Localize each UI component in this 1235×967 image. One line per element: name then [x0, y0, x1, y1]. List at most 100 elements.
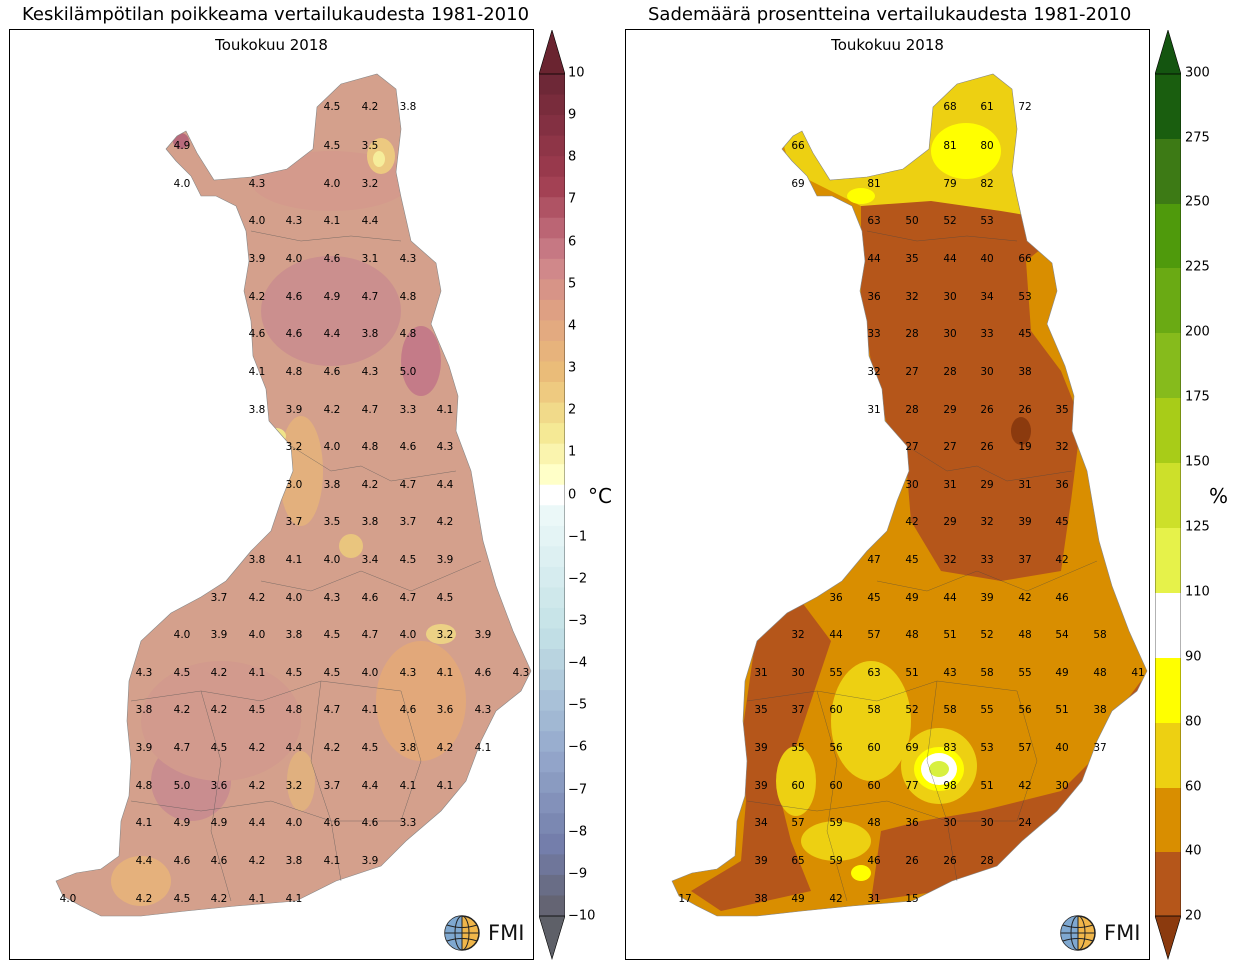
- station-value: 27: [943, 441, 957, 453]
- station-value: 4.9: [323, 291, 341, 303]
- station-value: 3.7: [210, 592, 228, 604]
- station-value: 53: [1018, 291, 1032, 303]
- colorbar-segment: [539, 649, 565, 671]
- station-value: 4.6: [474, 667, 492, 679]
- colorbar-tick-label: 1: [568, 444, 577, 460]
- station-value: 4.2: [323, 404, 341, 416]
- station-value: 49: [905, 592, 919, 604]
- colorbar-tick-label: 40: [1185, 843, 1202, 859]
- colorbar-tick-label: 7: [568, 191, 577, 207]
- colorbar-max-arrow: [1155, 30, 1181, 75]
- colorbar-segment: [1155, 268, 1181, 334]
- station-value: 4.1: [436, 667, 454, 679]
- colorbar-tick-label: 9: [568, 107, 577, 123]
- colorbar-tick-label: 90: [1185, 649, 1202, 665]
- station-value: 5.0: [399, 366, 417, 378]
- station-value: 3.0: [285, 479, 303, 491]
- colorbar-segment: [1155, 333, 1181, 399]
- station-value: 30: [980, 366, 994, 378]
- low-precip-zone: [871, 681, 1141, 901]
- colorbar-min-arrow: [1155, 915, 1181, 960]
- colorbar-segment: [539, 258, 565, 280]
- colorbar-tick-label: 2: [568, 402, 577, 418]
- station-value: 66: [1018, 253, 1032, 265]
- station-value: 38: [754, 893, 768, 905]
- colorbar-segment: [539, 382, 565, 404]
- colorbar-segment: [539, 135, 565, 157]
- colorbar-segment: [539, 566, 565, 588]
- station-value: 30: [791, 667, 805, 679]
- wet-zone: [801, 821, 871, 861]
- station-value: 4.0: [248, 215, 266, 227]
- colorbar-segment: [539, 710, 565, 732]
- colorbar-segment: [539, 197, 565, 219]
- station-value: 35: [905, 253, 919, 265]
- colorbar-tick-label: 200: [1185, 324, 1210, 340]
- colorbar-tick-label: 125: [1185, 519, 1210, 535]
- colorbar-segment: [539, 320, 565, 342]
- station-value: 19: [1018, 441, 1032, 453]
- colorbar-segment: [539, 279, 565, 301]
- colorbar-tick-label: 8: [568, 149, 577, 165]
- station-value: 58: [980, 667, 994, 679]
- station-value: 4.6: [248, 328, 266, 340]
- station-value: 4.2: [361, 479, 379, 491]
- wet-zone: [831, 661, 911, 781]
- station-value: 4.5: [173, 667, 191, 679]
- station-value: 4.0: [248, 629, 266, 641]
- station-value: 3.7: [285, 516, 303, 528]
- station-value: 48: [1018, 629, 1032, 641]
- station-value: 3.9: [474, 629, 492, 641]
- station-value: 3.7: [323, 780, 341, 792]
- colorbar-tick-label: 6: [568, 234, 577, 250]
- colorbar-tick-label: 4: [568, 318, 577, 334]
- colorbar-segment: [539, 505, 565, 527]
- colorbar-segment: [539, 833, 565, 855]
- colorbar-segment: [539, 443, 565, 465]
- station-value: 35: [1055, 404, 1069, 416]
- station-value: 54: [1055, 629, 1069, 641]
- colorbar-segment: [539, 854, 565, 876]
- station-value: 4.8: [399, 291, 417, 303]
- cool-zone: [339, 534, 363, 558]
- station-value: 3.6: [436, 704, 454, 716]
- colorbar-tick-label: −4: [568, 655, 588, 671]
- station-value: 4.0: [323, 178, 341, 190]
- station-value: 4.6: [361, 817, 379, 829]
- station-value: 51: [1055, 704, 1069, 716]
- colorbar-tick-label: −5: [568, 697, 588, 713]
- station-value: 44: [829, 629, 843, 641]
- station-value: 4.6: [285, 328, 303, 340]
- station-value: 4.2: [248, 592, 266, 604]
- station-value: 26: [1018, 404, 1032, 416]
- station-value: 30: [980, 817, 994, 829]
- station-value: 60: [829, 704, 843, 716]
- station-value: 3.6: [210, 780, 228, 792]
- colorbar-segment: [539, 546, 565, 568]
- colorbar-tick-label: −6: [568, 739, 588, 755]
- station-value: 4.7: [361, 629, 379, 641]
- colorbar-segment: [539, 361, 565, 383]
- station-value: 4.7: [173, 742, 191, 754]
- station-value: 4.6: [323, 253, 341, 265]
- station-value: 4.5: [323, 629, 341, 641]
- station-value: 28: [943, 366, 957, 378]
- station-value: 4.3: [323, 592, 341, 604]
- station-value: 45: [905, 554, 919, 566]
- wet-zone: [847, 188, 875, 204]
- country-outline: [671, 73, 1148, 917]
- station-value: 34: [980, 291, 994, 303]
- colorbar-tick-label: 60: [1185, 779, 1202, 795]
- station-value: 3.8: [135, 704, 153, 716]
- cool-zone: [279, 416, 323, 526]
- colorbar-segment: [539, 792, 565, 814]
- wet-zone: [931, 123, 1001, 179]
- colorbar-tick-label: −8: [568, 824, 588, 840]
- station-value: 31: [867, 404, 881, 416]
- station-value: 81: [867, 178, 881, 190]
- colorbar-min-arrow: [539, 915, 565, 960]
- station-value: 4.5: [323, 667, 341, 679]
- hot-zone: [173, 133, 189, 149]
- colorbar-segment: [539, 731, 565, 753]
- station-value: 4.5: [173, 893, 191, 905]
